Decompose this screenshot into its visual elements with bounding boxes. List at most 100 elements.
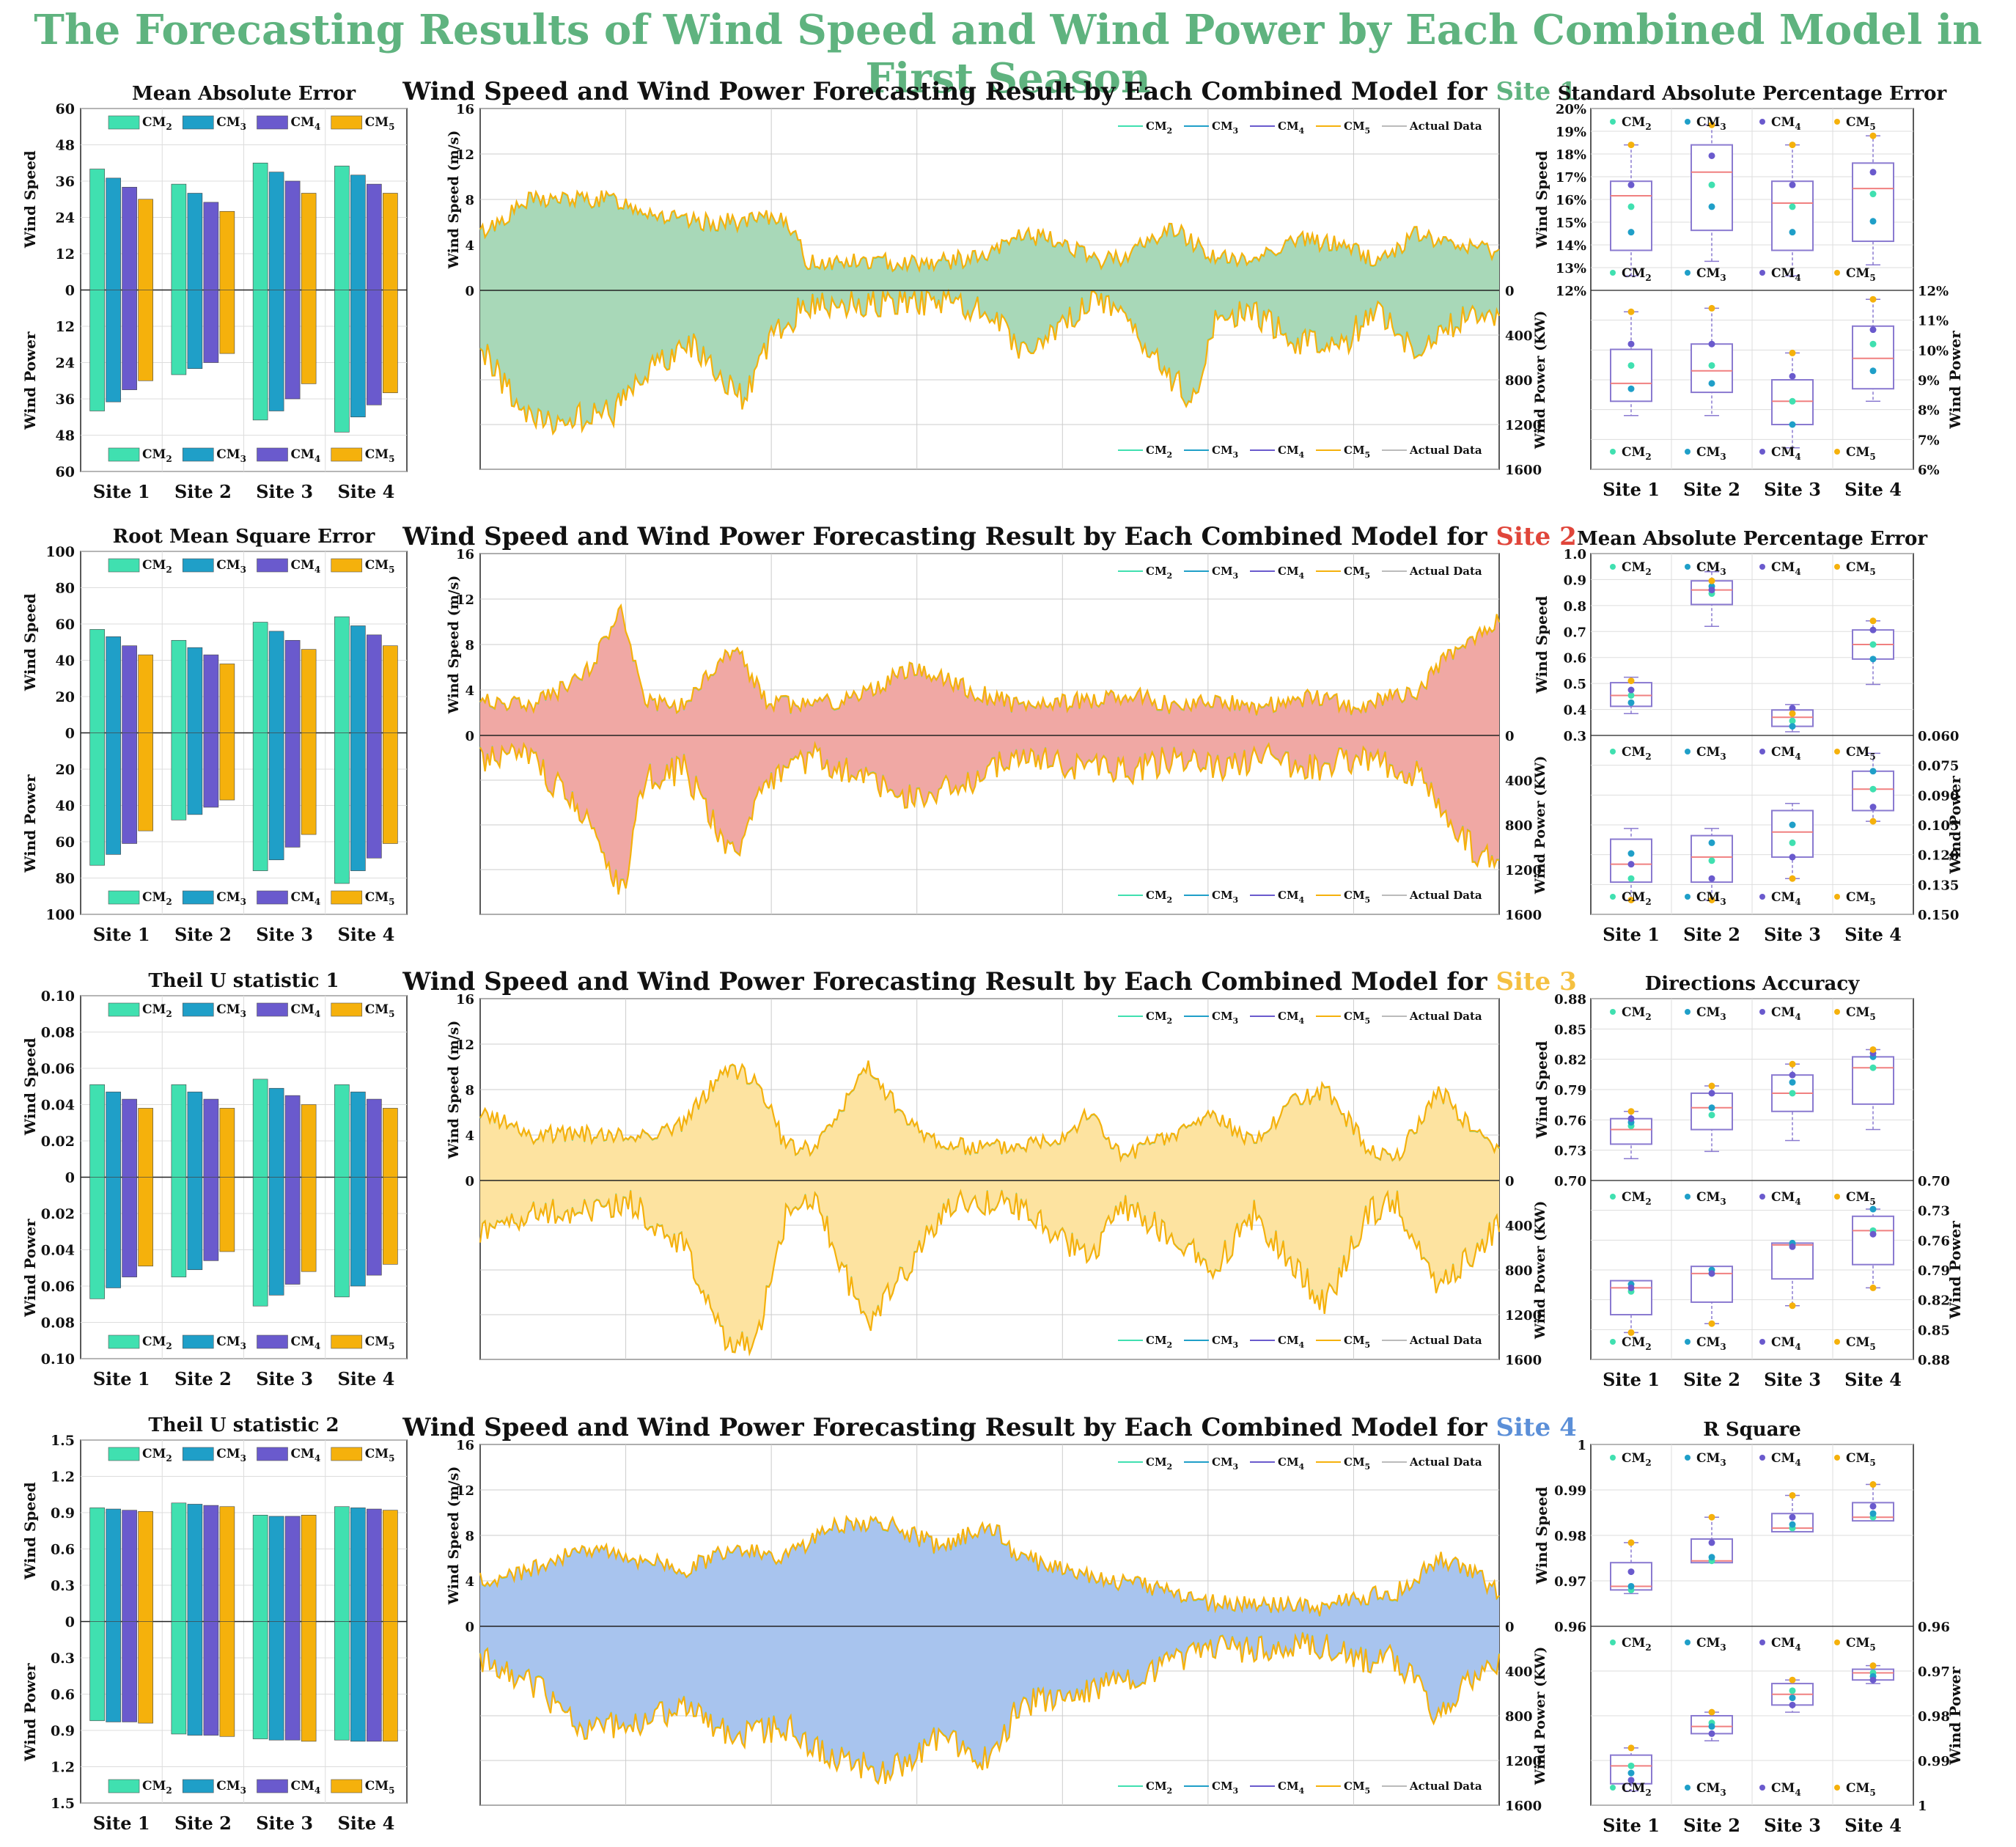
y-tick-left: 16 bbox=[456, 1438, 474, 1453]
legend-subscript: 5 bbox=[1365, 1462, 1371, 1472]
bar-bottom-CM2 bbox=[334, 290, 350, 433]
legend-subscript: 2 bbox=[1167, 1016, 1173, 1026]
legend-label-CM2: CM2 bbox=[142, 115, 172, 132]
model-point-CM2 bbox=[1708, 1112, 1715, 1119]
y-tick-label: 0.02 bbox=[41, 1206, 75, 1222]
legend-dot-CM3 bbox=[1685, 119, 1691, 125]
bar-top-CM3 bbox=[106, 636, 121, 733]
legend-label-CM2: CM2 bbox=[1622, 1636, 1652, 1653]
bar-top-CM2 bbox=[334, 1506, 350, 1622]
x-tick-label: Site 3 bbox=[1764, 1815, 1821, 1836]
legend-subscript: 2 bbox=[1167, 450, 1173, 460]
legend-swatch-CM5 bbox=[331, 558, 363, 573]
legend-swatch-CM2 bbox=[108, 1779, 140, 1793]
bar-bottom-CM3 bbox=[268, 290, 284, 411]
y-axis-label-top: Wind Speed bbox=[21, 150, 39, 249]
legend-label-CM2: CM2 bbox=[1622, 1781, 1652, 1798]
y-tick-label: 48 bbox=[56, 138, 75, 154]
legend-label-CM4: CM4 bbox=[1771, 1190, 1801, 1207]
legend-dot-CM2 bbox=[1610, 119, 1616, 125]
y-tick-right: 0.98 bbox=[1918, 1709, 1950, 1725]
model-point-CM2 bbox=[1869, 191, 1877, 198]
bar-top-CM3 bbox=[268, 631, 284, 733]
bar-top-CM5 bbox=[301, 193, 317, 290]
legend-subscript: 2 bbox=[1167, 1786, 1173, 1796]
legend-dot-CM4 bbox=[1759, 1009, 1765, 1015]
y-tick-label: 1.5 bbox=[51, 1433, 75, 1449]
model-point-CM2 bbox=[1627, 203, 1635, 210]
bar-bottom-CM2 bbox=[334, 732, 350, 884]
y-tick-left: 4 bbox=[465, 1128, 474, 1144]
bar-bottom-CM2 bbox=[252, 1177, 268, 1307]
bar-top-CM5 bbox=[138, 199, 153, 290]
legend-label-CM5: CM5 bbox=[365, 447, 395, 464]
y-tick-left: 15% bbox=[1556, 216, 1586, 231]
bar-bottom-CM2 bbox=[334, 1177, 350, 1298]
bar-bottom-CM5 bbox=[138, 1621, 153, 1724]
x-tick-label: Site 2 bbox=[174, 924, 232, 945]
legend-label: CM3 bbox=[1212, 1334, 1238, 1350]
bar-bottom-CM3 bbox=[106, 1177, 121, 1288]
legend-subscript: 3 bbox=[240, 1009, 246, 1019]
area-title-prefix: Wind Speed and Wind Power Forecasting Re… bbox=[402, 1413, 1496, 1442]
y-tick-right: 1600 bbox=[1505, 1353, 1542, 1368]
bar-bottom-CM5 bbox=[383, 732, 398, 844]
legend-subscript: 2 bbox=[1645, 1458, 1651, 1468]
model-point-CM5 bbox=[1869, 295, 1877, 303]
y-tick-label: 40 bbox=[56, 653, 75, 669]
legend-label-CM3: CM3 bbox=[216, 1002, 246, 1019]
y-tick-left: 1 bbox=[1577, 1438, 1586, 1453]
legend-subscript: 3 bbox=[1720, 452, 1726, 462]
box-iqr bbox=[1610, 180, 1652, 251]
legend-swatch-CM2 bbox=[108, 1334, 140, 1349]
legend-subscript: 2 bbox=[166, 897, 172, 907]
y-tick-right: 0.090 bbox=[1918, 788, 1959, 804]
y-axis-label-bottom: Wind Power bbox=[21, 1663, 39, 1762]
legend-subscript: 4 bbox=[1299, 1462, 1305, 1472]
y-tick-label: 0.9 bbox=[51, 1723, 75, 1739]
bar-bottom-CM5 bbox=[383, 1621, 398, 1742]
legend-swatch-CM5 bbox=[331, 115, 363, 130]
y-tick-right: 1600 bbox=[1505, 463, 1542, 478]
bar-bottom-CM3 bbox=[187, 1621, 203, 1736]
legend-subscript: 2 bbox=[1645, 273, 1651, 283]
y-tick-left: 0.9 bbox=[1564, 573, 1586, 588]
model-point-CM3 bbox=[1708, 1554, 1715, 1561]
model-point-CM5 bbox=[1627, 1108, 1635, 1115]
model-point-CM4 bbox=[1789, 181, 1796, 188]
model-point-CM4 bbox=[1627, 686, 1635, 694]
legend-label-CM3: CM3 bbox=[216, 1334, 246, 1351]
model-point-CM3 bbox=[1789, 1079, 1796, 1086]
legend-subscript: 4 bbox=[1795, 452, 1800, 462]
legend-label: Actual Data bbox=[1409, 889, 1482, 902]
y-tick-label: 0.10 bbox=[41, 1351, 75, 1367]
y-tick-left: 12 bbox=[456, 1483, 474, 1499]
bar-top-CM2 bbox=[252, 1515, 268, 1622]
legend-label-CM2: CM2 bbox=[142, 1334, 172, 1351]
bar-top-CM5 bbox=[301, 1515, 317, 1622]
box-iqr bbox=[1610, 838, 1652, 884]
bar-bottom-CM2 bbox=[252, 732, 268, 871]
legend-dot-CM3 bbox=[1685, 894, 1691, 900]
y-tick-label: 0.04 bbox=[41, 1098, 75, 1114]
bar-bottom-CM5 bbox=[301, 732, 317, 835]
legend-label-CM4: CM4 bbox=[291, 558, 321, 575]
y-tick-label: 1.2 bbox=[51, 1760, 75, 1776]
legend-dot-CM5 bbox=[1834, 1455, 1840, 1461]
y-tick-right: 9% bbox=[1918, 373, 1940, 389]
y-tick-left: 12% bbox=[1556, 284, 1586, 299]
legend-label-CM3: CM3 bbox=[1696, 115, 1726, 132]
legend-label-CM5: CM5 bbox=[365, 1779, 395, 1796]
bar-bottom-CM3 bbox=[187, 290, 203, 370]
model-point-CM4 bbox=[1708, 1270, 1715, 1277]
x-tick-label: Site 3 bbox=[1764, 924, 1821, 945]
area-title-prefix: Wind Speed and Wind Power Forecasting Re… bbox=[402, 77, 1496, 106]
x-tick-label: Site 4 bbox=[337, 1368, 394, 1389]
y-tick-label: 0.9 bbox=[51, 1505, 75, 1521]
bar-top-CM3 bbox=[268, 1516, 284, 1622]
legend-subscript: 5 bbox=[389, 1341, 394, 1351]
model-point-CM4 bbox=[1708, 1090, 1715, 1097]
legend-label-CM4: CM4 bbox=[291, 1002, 321, 1019]
legend-subscript: 2 bbox=[1645, 1642, 1651, 1653]
bar-top-CM4 bbox=[284, 1095, 301, 1178]
